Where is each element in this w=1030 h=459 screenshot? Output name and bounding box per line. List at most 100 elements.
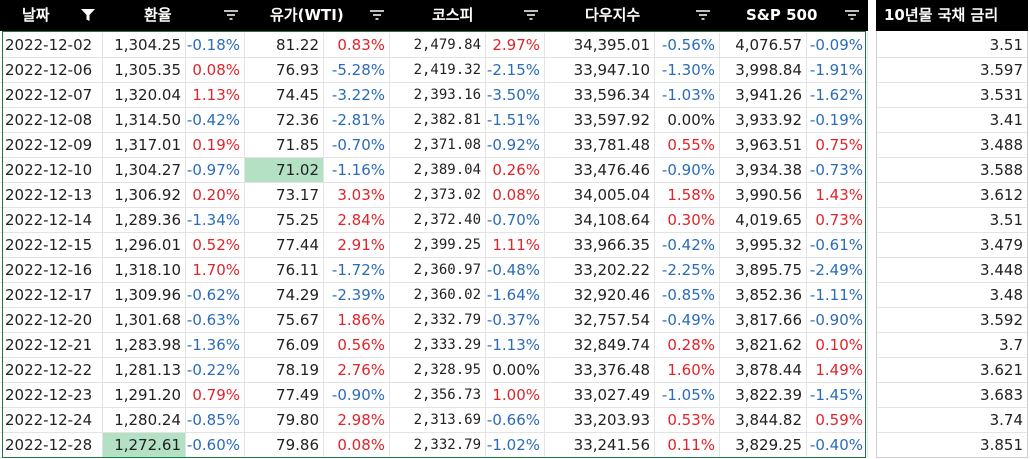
cell-date[interactable]: 2022-12-06 [0, 58, 103, 83]
cell-fx[interactable]: 1,320.04 [103, 83, 186, 108]
cell-date[interactable]: 2022-12-17 [0, 283, 103, 308]
cell-oil-chg[interactable]: 2.91% [324, 233, 390, 258]
cell-dow-chg[interactable]: 0.55% [655, 133, 720, 158]
cell-oil-chg[interactable]: -1.72% [324, 258, 390, 283]
cell-dow-chg[interactable]: 0.11% [655, 433, 720, 458]
filter-dropdown-icon[interactable] [223, 8, 239, 22]
cell-kospi-chg[interactable]: -2.15% [486, 58, 545, 83]
cell-fx-chg[interactable]: 0.08% [186, 58, 245, 83]
cell-kospi-chg[interactable]: -0.66% [486, 408, 545, 433]
cell-kospi[interactable]: 2,356.73 [390, 383, 486, 408]
cell-sp[interactable]: 3,998.84 [720, 58, 807, 83]
cell-oil[interactable]: 71.85 [245, 133, 324, 158]
cell-oil-chg[interactable]: 0.08% [324, 433, 390, 458]
cell-date[interactable]: 2022-12-13 [0, 183, 103, 208]
cell-oil[interactable]: 76.93 [245, 58, 324, 83]
cell-date[interactable]: 2022-12-16 [0, 258, 103, 283]
cell-sp-chg[interactable]: 0.75% [807, 133, 868, 158]
cell-fx[interactable]: 1,305.35 [103, 58, 186, 83]
cell-oil[interactable]: 79.80 [245, 408, 324, 433]
cell-sp-chg[interactable]: 1.43% [807, 183, 868, 208]
header-sp500[interactable]: S&P 500 [720, 0, 868, 31]
cell-bond[interactable]: 3.74 [876, 408, 1028, 433]
cell-sp-chg[interactable]: -1.45% [807, 383, 868, 408]
cell-kospi[interactable]: 2,313.69 [390, 408, 486, 433]
cell-dow[interactable]: 33,202.22 [545, 258, 655, 283]
cell-kospi[interactable]: 2,328.95 [390, 358, 486, 383]
cell-fx[interactable]: 1,314.50 [103, 108, 186, 133]
cell-sp-chg[interactable]: -1.62% [807, 83, 868, 108]
cell-sp-chg[interactable]: -0.09% [807, 33, 868, 58]
cell-bond[interactable]: 3.479 [876, 233, 1028, 258]
cell-oil[interactable]: 73.17 [245, 183, 324, 208]
cell-sp[interactable]: 3,878.44 [720, 358, 807, 383]
cell-dow-chg[interactable]: -1.30% [655, 58, 720, 83]
cell-sp-chg[interactable]: -1.11% [807, 283, 868, 308]
filter-dropdown-icon[interactable] [695, 8, 711, 22]
cell-kospi[interactable]: 2,360.97 [390, 258, 486, 283]
cell-fx[interactable]: 1,304.27 [103, 158, 186, 183]
cell-kospi-chg[interactable]: 0.26% [486, 158, 545, 183]
cell-fx-chg[interactable]: -0.60% [186, 433, 245, 458]
cell-dow-chg[interactable]: 1.58% [655, 183, 720, 208]
cell-dow-chg[interactable]: -0.56% [655, 33, 720, 58]
cell-fx[interactable]: 1,309.96 [103, 283, 186, 308]
cell-kospi[interactable]: 2,371.08 [390, 133, 486, 158]
cell-fx-chg[interactable]: -0.42% [186, 108, 245, 133]
cell-dow[interactable]: 32,849.74 [545, 333, 655, 358]
cell-sp-chg[interactable]: -1.91% [807, 58, 868, 83]
cell-date[interactable]: 2022-12-22 [0, 358, 103, 383]
cell-fx[interactable]: 1,289.36 [103, 208, 186, 233]
cell-bond[interactable]: 3.488 [876, 133, 1028, 158]
cell-oil[interactable]: 74.29 [245, 283, 324, 308]
cell-dow[interactable]: 34,108.64 [545, 208, 655, 233]
header-dow[interactable]: 다우지수 [545, 0, 720, 31]
cell-fx[interactable]: 1,301.68 [103, 308, 186, 333]
cell-kospi[interactable]: 2,332.79 [390, 433, 486, 458]
cell-dow[interactable]: 33,966.35 [545, 233, 655, 258]
cell-dow[interactable]: 33,376.48 [545, 358, 655, 383]
header-oil[interactable]: 유가(WTI) [245, 0, 390, 31]
cell-fx[interactable]: 1,317.01 [103, 133, 186, 158]
cell-dow-chg[interactable]: -1.03% [655, 83, 720, 108]
cell-sp[interactable]: 3,852.36 [720, 283, 807, 308]
cell-sp[interactable]: 4,076.57 [720, 33, 807, 58]
cell-dow-chg[interactable]: -2.25% [655, 258, 720, 283]
cell-kospi[interactable]: 2,399.25 [390, 233, 486, 258]
cell-oil-chg[interactable]: 2.76% [324, 358, 390, 383]
cell-oil-chg[interactable]: -3.22% [324, 83, 390, 108]
cell-oil[interactable]: 78.19 [245, 358, 324, 383]
cell-fx-chg[interactable]: -1.34% [186, 208, 245, 233]
cell-oil-chg[interactable]: 0.56% [324, 333, 390, 358]
cell-oil-chg[interactable]: -1.16% [324, 158, 390, 183]
cell-fx-chg[interactable]: 1.13% [186, 83, 245, 108]
cell-sp[interactable]: 3,995.32 [720, 233, 807, 258]
cell-sp[interactable]: 3,990.56 [720, 183, 807, 208]
cell-kospi[interactable]: 2,393.16 [390, 83, 486, 108]
cell-sp-chg[interactable]: 0.10% [807, 333, 868, 358]
cell-dow-chg[interactable]: 0.28% [655, 333, 720, 358]
cell-oil[interactable]: 76.09 [245, 333, 324, 358]
cell-dow[interactable]: 33,781.48 [545, 133, 655, 158]
cell-dow[interactable]: 33,476.46 [545, 158, 655, 183]
cell-bond[interactable]: 3.851 [876, 433, 1028, 458]
cell-oil[interactable]: 81.22 [245, 33, 324, 58]
filter-applied-icon[interactable] [80, 8, 96, 22]
cell-oil[interactable]: 77.44 [245, 233, 324, 258]
cell-fx-chg[interactable]: 0.20% [186, 183, 245, 208]
cell-kospi-chg[interactable]: -1.64% [486, 283, 545, 308]
cell-bond[interactable]: 3.621 [876, 358, 1028, 383]
cell-dow[interactable]: 33,947.10 [545, 58, 655, 83]
cell-date[interactable]: 2022-12-14 [0, 208, 103, 233]
cell-fx-chg[interactable]: -1.36% [186, 333, 245, 358]
cell-fx-chg[interactable]: 0.79% [186, 383, 245, 408]
cell-fx[interactable]: 1,280.24 [103, 408, 186, 433]
cell-fx[interactable]: 1,281.13 [103, 358, 186, 383]
cell-oil[interactable]: 77.49 [245, 383, 324, 408]
cell-oil[interactable]: 72.36 [245, 108, 324, 133]
cell-fx-chg[interactable]: 1.70% [186, 258, 245, 283]
cell-dow-chg[interactable]: -0.49% [655, 308, 720, 333]
header-date[interactable]: 날짜 [0, 0, 103, 31]
filter-dropdown-icon[interactable] [369, 8, 385, 22]
cell-date[interactable]: 2022-12-07 [0, 83, 103, 108]
